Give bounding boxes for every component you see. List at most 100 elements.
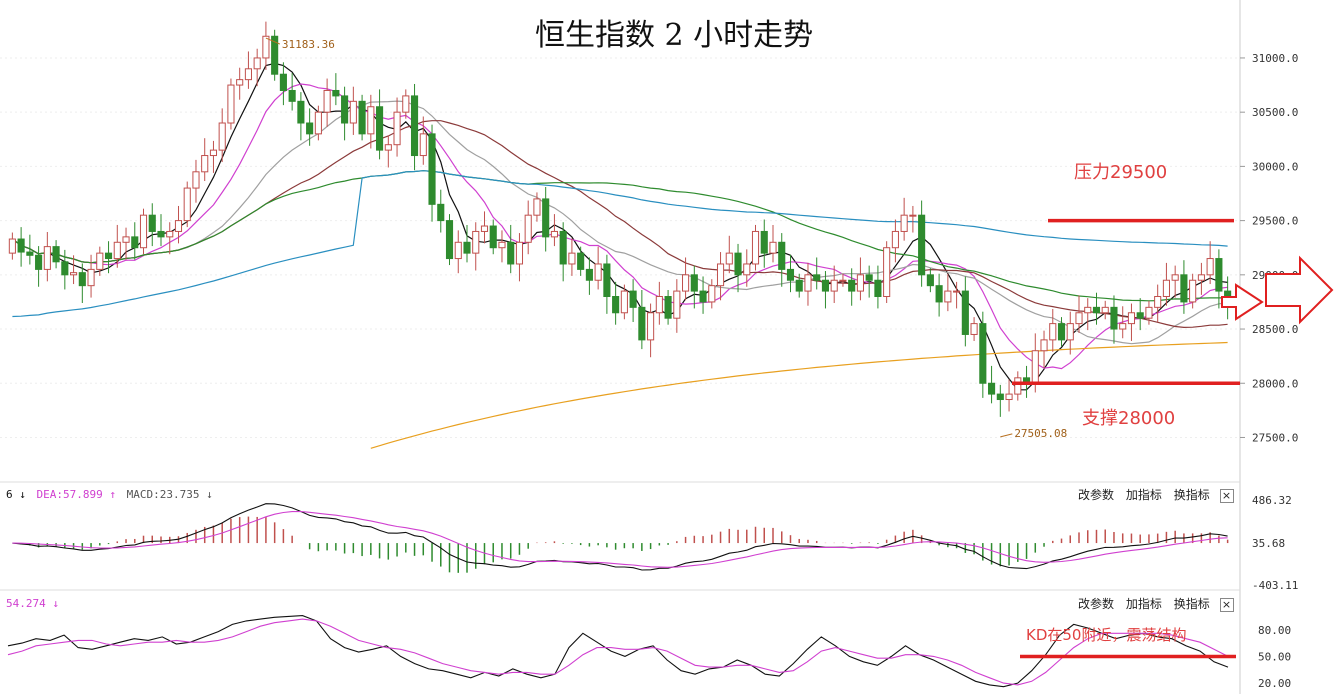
candle-body (341, 95, 349, 124)
candle-body (716, 263, 725, 287)
candle-body (384, 144, 392, 151)
kd-note-label: KD在50附近，震荡结构 (1026, 626, 1187, 644)
arrow-icon (1221, 283, 1264, 321)
candle-body (1171, 274, 1179, 281)
kd-y-tick-label: 80.00 (1258, 624, 1291, 637)
close-icon[interactable]: × (1219, 489, 1234, 503)
candle-body (594, 263, 602, 281)
dea-value: DEA:57.899 ↑ (36, 488, 116, 501)
candle-body (865, 274, 873, 281)
candle-body (87, 268, 95, 287)
candle-body (1127, 312, 1136, 325)
candle-body (454, 241, 462, 260)
candle-body (1145, 306, 1153, 319)
candle-body (743, 263, 751, 276)
candle-body (620, 290, 628, 314)
candle-body (139, 214, 148, 249)
switch-indicator-button[interactable]: 换指标 (1173, 597, 1210, 611)
candle-body (1154, 296, 1162, 308)
candle-body (1162, 279, 1170, 298)
kd-y-tick-label: 20.00 (1258, 677, 1291, 690)
y-tick-label: 30000.0 (1252, 160, 1298, 173)
candle-body (1136, 312, 1144, 319)
candle-body (1215, 258, 1223, 292)
close-icon[interactable]: × (1219, 598, 1234, 612)
candle-body (227, 84, 235, 124)
candle-body (131, 236, 139, 249)
candle-body (935, 285, 943, 303)
arrow-icon (1265, 255, 1334, 325)
y-tick-label: 29500.0 (1252, 215, 1298, 228)
candle-body (35, 254, 43, 270)
candle-body (769, 241, 777, 254)
ma-line-blue (12, 170, 1228, 318)
candle-body (944, 290, 952, 303)
add-indicator-button[interactable]: 加指标 (1125, 488, 1162, 502)
candle-body (262, 35, 270, 59)
y-tick-label: 28500.0 (1252, 323, 1298, 336)
kd-header: 54.274 ↓ (6, 597, 59, 610)
candle-body (682, 274, 690, 292)
candle-body (463, 241, 471, 254)
candle-body (393, 111, 401, 146)
candle-body (830, 279, 838, 292)
candle-body (1031, 350, 1039, 384)
candle-body (244, 68, 252, 81)
candle-body (166, 230, 174, 238)
candle-body (78, 272, 86, 287)
candle-body (751, 230, 760, 265)
macd-dea-line (12, 510, 1228, 568)
candle-body (288, 89, 296, 102)
candle-body (900, 214, 908, 232)
candle-body (629, 290, 637, 308)
candle-body (192, 171, 200, 189)
candle-body (612, 296, 620, 314)
candle-body (778, 241, 786, 270)
candle-body (358, 100, 366, 135)
kd-y-tick-label: 50.00 (1258, 650, 1291, 663)
candle-body (314, 111, 322, 135)
change-params-button[interactable]: 改参数 (1078, 488, 1115, 502)
switch-indicator-button[interactable]: 换指标 (1173, 488, 1210, 502)
candle-body (550, 230, 558, 238)
high-marker-label: 31183.36 (282, 38, 335, 51)
candle-body (533, 198, 541, 216)
candle-body (1101, 306, 1109, 314)
macd-y-tick-label: -403.11 (1252, 579, 1298, 592)
candle-body (349, 100, 357, 124)
candle-body (236, 79, 244, 86)
add-indicator-button[interactable]: 加指标 (1125, 597, 1162, 611)
candle-body (559, 230, 567, 265)
candle-body (524, 214, 532, 243)
candle-body (279, 73, 287, 91)
high-marker-pointer (265, 37, 281, 45)
candle-body (953, 290, 961, 293)
candle-body (909, 214, 917, 217)
candle-body (1049, 323, 1057, 341)
candle-body (1014, 377, 1022, 395)
candle-body (507, 241, 515, 265)
candle-body (1066, 323, 1074, 341)
candle-body (577, 252, 585, 270)
candle-body (26, 251, 34, 256)
candle-body (979, 323, 987, 384)
candle-body (1189, 279, 1197, 303)
candle-body (437, 203, 445, 222)
candle-body (891, 230, 899, 249)
candle-body (332, 89, 340, 97)
candle-body (1084, 306, 1092, 314)
candle-body (1206, 258, 1214, 276)
candle-body (1197, 274, 1205, 281)
candle-body (271, 35, 279, 75)
candle-body (61, 261, 69, 276)
change-params-button[interactable]: 改参数 (1078, 597, 1115, 611)
y-tick-label: 27500.0 (1252, 431, 1298, 444)
candle-body (856, 274, 864, 292)
candle-body (297, 100, 305, 124)
macd-panel-buttons: 改参数 加指标 换指标 × (1078, 486, 1234, 503)
candle-body (1110, 306, 1118, 330)
candle-body (690, 274, 698, 292)
candle-body (402, 95, 410, 113)
